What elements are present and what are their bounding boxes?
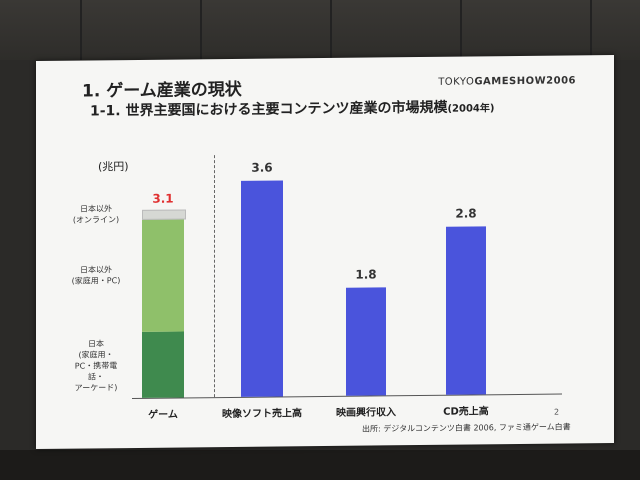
logo-bold: GAMESHOW2006 bbox=[474, 75, 576, 88]
ceiling-rib bbox=[80, 0, 82, 60]
stacked-segment bbox=[142, 217, 184, 332]
bar-value-label: 3.1 bbox=[152, 191, 174, 206]
page-number: 2 bbox=[554, 407, 560, 417]
segment-label: 日本以外 (家庭用・PC) bbox=[71, 265, 121, 286]
category-label: ゲーム bbox=[148, 409, 178, 421]
category-label: 映像ソフト売上高 bbox=[222, 408, 302, 421]
chart-divider bbox=[214, 155, 215, 398]
unit-label: (兆円) bbox=[98, 160, 129, 174]
source-note: 出所: デジタルコンテンツ白書 2006, ファミ通ゲーム白書 bbox=[362, 422, 571, 434]
ceiling-rib bbox=[200, 0, 202, 60]
ceiling-rib bbox=[590, 0, 592, 60]
bar-value-label: 3.6 bbox=[251, 160, 273, 175]
segment-label: 日本以外 (オンライン) bbox=[72, 204, 120, 225]
tokyo-game-show-logo: TOKYOGAMESHOW2006 bbox=[438, 75, 576, 87]
bar bbox=[446, 226, 486, 395]
slide-subtitle: 1-1. 世界主要国における主要コンテンツ産業の市場規模(2004年) bbox=[90, 96, 494, 120]
subtitle-year: (2004年) bbox=[447, 103, 495, 115]
segment-label: 日本 (家庭用・ PC・携帯電 話・ アーケード) bbox=[74, 338, 118, 393]
bar-value-label: 2.8 bbox=[455, 206, 477, 221]
stacked-segment bbox=[142, 209, 186, 220]
ceiling-rib bbox=[330, 0, 332, 60]
category-label: CD売上高 bbox=[443, 406, 489, 418]
logo-light: TOKYO bbox=[438, 76, 475, 88]
stacked-segment bbox=[142, 331, 184, 398]
subtitle-text: 1-1. 世界主要国における主要コンテンツ産業の市場規模 bbox=[90, 99, 448, 120]
category-label: 映画興行収入 bbox=[336, 407, 396, 419]
ceiling-rib bbox=[460, 0, 462, 60]
bar-value-label: 1.8 bbox=[355, 267, 377, 282]
bar bbox=[346, 287, 386, 396]
projection-screen: 1. ゲーム産業の現状 1-1. 世界主要国における主要コンテンツ産業の市場規模… bbox=[36, 54, 614, 450]
floor bbox=[0, 450, 640, 480]
bar bbox=[241, 180, 283, 397]
ceiling bbox=[0, 0, 640, 60]
slide-title: 1. ゲーム産業の現状 bbox=[82, 79, 242, 102]
